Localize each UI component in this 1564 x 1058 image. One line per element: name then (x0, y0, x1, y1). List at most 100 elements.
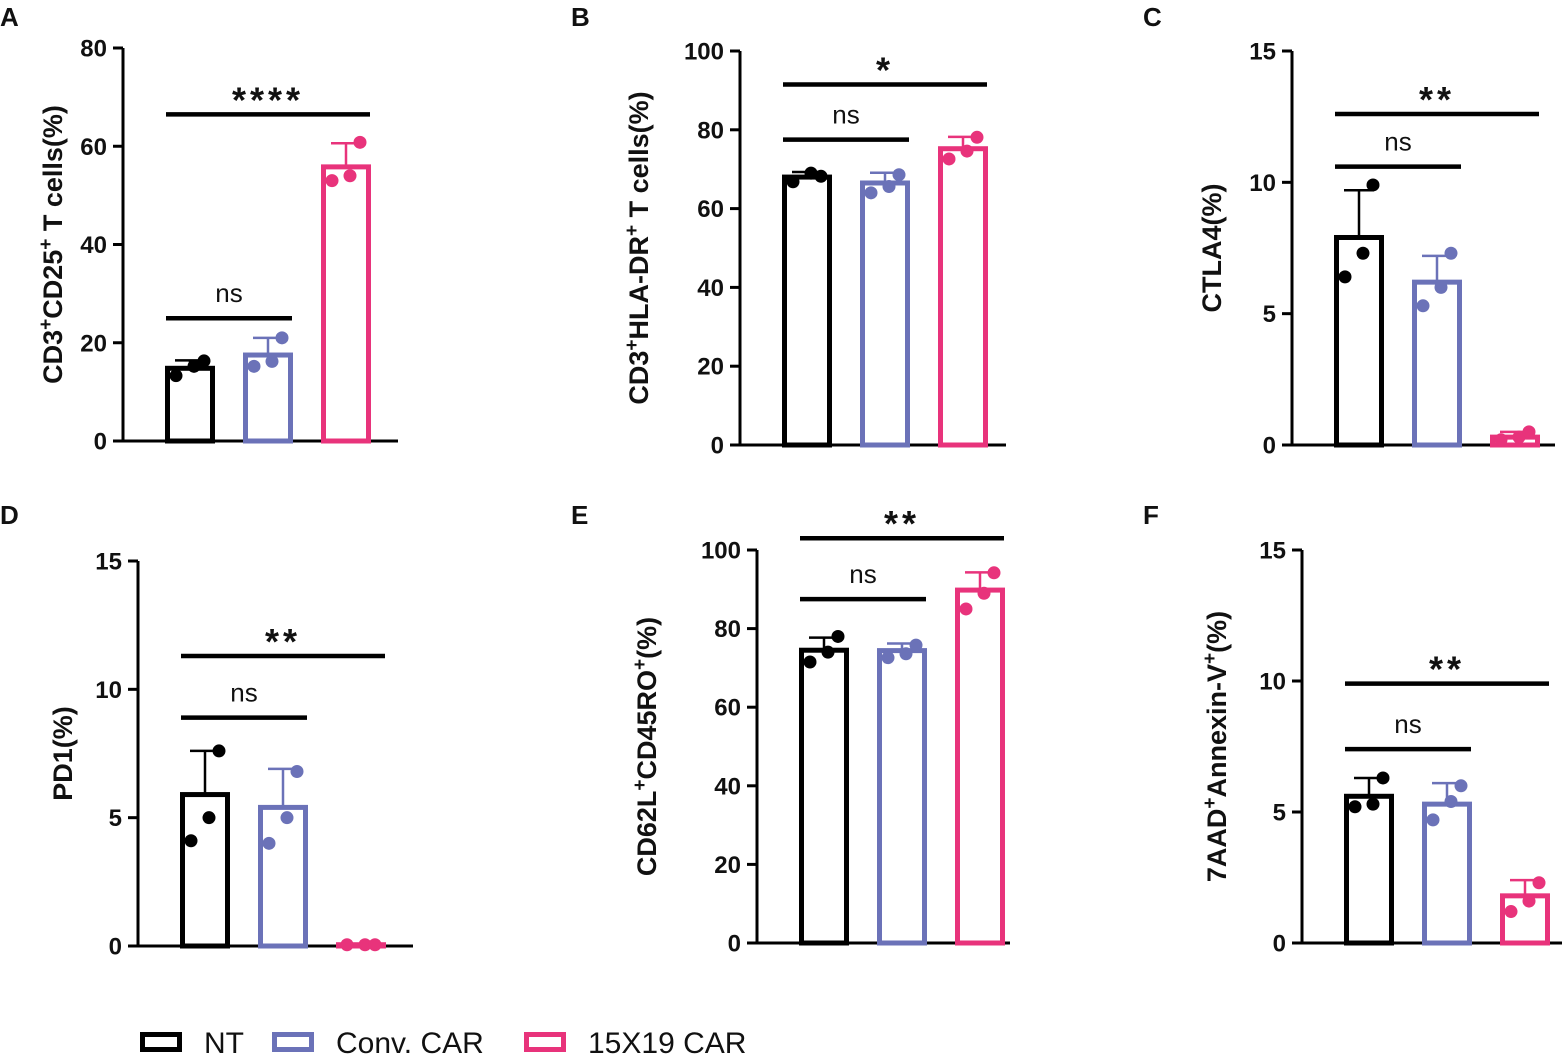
data-point (247, 359, 261, 373)
y-tick-label: 10 (95, 677, 122, 704)
data-point (977, 586, 991, 600)
data-point (882, 180, 896, 194)
data-point (197, 354, 211, 368)
y-axis-label-part: CD3 (38, 330, 68, 384)
data-point (1512, 430, 1526, 444)
y-tick-label: 100 (684, 39, 724, 66)
data-point (1356, 246, 1370, 260)
y-axis-label-part: CD62L (632, 791, 662, 877)
y-tick-label: 40 (714, 773, 741, 800)
y-tick-label: 40 (80, 232, 107, 259)
y-tick-label: 15 (1259, 538, 1286, 565)
data-point (1494, 433, 1508, 447)
y-tick-label: 15 (1249, 39, 1276, 66)
y-tick-label: 80 (697, 117, 724, 144)
data-point (1366, 797, 1380, 811)
data-point (184, 834, 198, 848)
y-axis-label-part: T cells(%) (38, 105, 68, 239)
y-axis-label: CD3+CD25+ T cells(%) (36, 105, 69, 384)
data-point (864, 186, 878, 200)
y-axis-label-part: CD25 (38, 250, 68, 319)
data-point (909, 638, 923, 652)
y-tick-label: 60 (697, 196, 724, 223)
data-point (1444, 795, 1458, 809)
y-tick-label: 0 (728, 931, 741, 958)
bar-15x19-car (938, 146, 988, 448)
ns-label: ns (1394, 709, 1421, 739)
data-point (368, 938, 382, 952)
significance-stars: ** (1419, 79, 1455, 120)
ns-label: ns (849, 559, 876, 589)
data-point (1366, 178, 1380, 192)
y-tick-label: 0 (109, 934, 122, 961)
data-point (262, 836, 276, 850)
y-tick-label: 20 (697, 354, 724, 381)
data-point (786, 175, 800, 189)
data-point (275, 331, 289, 345)
y-tick-label: 5 (109, 805, 122, 832)
y-axis-label-superscript: + (630, 780, 651, 791)
bar-15x19-car (321, 164, 371, 444)
data-point (970, 130, 984, 144)
panel-c: C 0 5 10 15 CTLA4(%) ns ** (1143, 2, 1555, 460)
y-axis-label-part: 7AAD (1202, 809, 1232, 883)
y-tick-label: 0 (711, 433, 724, 460)
y-tick-label: 40 (697, 275, 724, 302)
bar-15x19-car (955, 587, 1005, 946)
data-point (1444, 246, 1458, 260)
bar-nt (782, 174, 832, 448)
data-point (265, 354, 279, 368)
significance-stars: ** (884, 503, 920, 544)
y-tick-label: 15 (95, 549, 122, 576)
panel-letter: F (1143, 500, 1159, 530)
y-tick-label: 0 (1263, 433, 1276, 460)
bar-conv-car (877, 648, 927, 946)
data-point (959, 602, 973, 616)
data-point (1522, 425, 1536, 439)
y-axis-label-superscript: + (36, 319, 57, 330)
y-tick-label: 100 (701, 538, 741, 565)
legend-swatch (272, 1032, 314, 1052)
data-point (1454, 779, 1468, 793)
panel-letter: C (1143, 2, 1162, 32)
data-point (814, 169, 828, 183)
y-tick-label: 80 (714, 616, 741, 643)
legend-swatch (140, 1032, 182, 1052)
data-point (340, 938, 354, 952)
data-point (212, 744, 226, 758)
y-axis-label-part: (%) (1202, 611, 1232, 653)
y-axis-label-part: PD1(%) (48, 706, 78, 801)
panel-d: D 0 5 10 15 PD1(%) ns ** (0, 500, 413, 961)
y-axis-label: PD1(%) (48, 706, 78, 801)
y-axis-label-part: T cells(%) (624, 91, 654, 225)
y-axis-label: 7AAD+Annexin-V+(%) (1200, 611, 1233, 882)
data-point (987, 566, 1001, 580)
significance-stars: **** (232, 79, 304, 120)
bar-conv-car (258, 804, 308, 949)
y-axis-label-part: CD3 (624, 351, 654, 405)
y-axis-label-part: Annexin-V (1202, 664, 1232, 798)
data-point (804, 166, 818, 180)
bar-nt (799, 647, 849, 946)
panel-letter: E (571, 500, 588, 530)
y-axis-label-superscript: + (622, 340, 643, 351)
y-axis-label: CTLA4(%) (1197, 184, 1227, 313)
significance-stars: ** (265, 621, 301, 662)
data-point (942, 152, 956, 166)
data-point (343, 169, 357, 183)
ns-label: ns (215, 278, 242, 308)
y-axis-label-part: HLA-DR (624, 236, 654, 339)
y-axis-label: CD62L+CD45RO+(%) (630, 617, 663, 876)
data-point (1416, 299, 1430, 313)
y-axis-label-part: CD45RO (632, 670, 662, 780)
legend: NT Conv. CAR 15X19 CAR (140, 1027, 746, 1058)
y-tick-label: 20 (80, 330, 107, 357)
significance-stars: * (876, 49, 894, 90)
significance-stars: ** (1429, 649, 1465, 690)
ns-label: ns (230, 678, 257, 708)
